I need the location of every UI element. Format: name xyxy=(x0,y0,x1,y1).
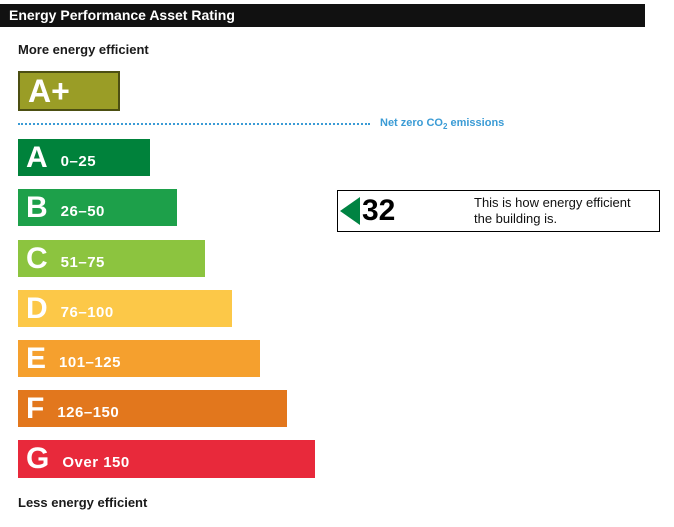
more-efficient-label: More energy efficient xyxy=(18,42,149,57)
rating-arrow-icon xyxy=(340,197,360,225)
band-e: E 101–125 xyxy=(18,340,260,377)
net-zero-text: Net zero CO xyxy=(380,116,443,129)
band-range: 76–100 xyxy=(60,303,114,321)
band-letter: A+ xyxy=(28,73,70,109)
band-f: F 126–150 xyxy=(18,390,287,427)
chart-title: Energy Performance Asset Rating xyxy=(9,7,235,23)
rating-value: 32 xyxy=(362,194,396,227)
rating-note: This is how energy efficient the buildin… xyxy=(474,195,631,226)
band-letter: C xyxy=(26,241,48,275)
less-efficient-label: Less energy efficient xyxy=(18,495,148,510)
band-d: D 76–100 xyxy=(18,290,232,327)
band-a-plus: A+ xyxy=(18,71,120,111)
band-g: G Over 150 xyxy=(18,440,315,478)
net-zero-label: Net zero CO2 emissions xyxy=(380,117,504,131)
net-zero-row: Net zero CO2 emissions xyxy=(18,116,666,132)
band-c: C 51–75 xyxy=(18,240,205,277)
band-range: 51–75 xyxy=(60,253,105,271)
band-letter: B xyxy=(26,190,48,224)
band-range: Over 150 xyxy=(62,454,130,471)
band-range: 26–50 xyxy=(60,202,105,220)
band-letter: G xyxy=(26,442,50,475)
band-range: 126–150 xyxy=(57,403,120,421)
title-bar: Energy Performance Asset Rating xyxy=(0,4,645,27)
band-letter: E xyxy=(26,341,47,375)
band-letter: A xyxy=(26,140,48,174)
rating-indicator: 32 This is how energy efficient the buil… xyxy=(337,190,660,232)
band-letter: D xyxy=(26,291,48,325)
band-b: B 26–50 xyxy=(18,189,177,226)
band-letter: F xyxy=(26,391,45,425)
band-a: A 0–25 xyxy=(18,139,150,176)
dotted-line xyxy=(18,123,370,125)
net-zero-subscript: 2 xyxy=(442,122,448,132)
band-range: 0–25 xyxy=(60,152,97,170)
band-range: 101–125 xyxy=(59,353,121,371)
net-zero-text-tail: emissions xyxy=(447,116,505,129)
